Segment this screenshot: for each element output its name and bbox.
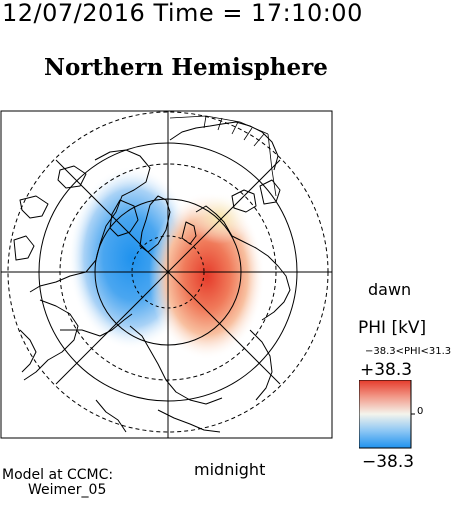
- legend-max-label: +38.3: [360, 360, 413, 380]
- local-time-grid: [1, 111, 332, 438]
- map-title: Northern Hemisphere: [44, 54, 328, 81]
- dawn-label: dawn: [368, 280, 412, 299]
- plot-frame: [0, 110, 333, 439]
- midnight-label: midnight: [194, 460, 266, 479]
- longitude-grid: [169, 115, 277, 197]
- color-scale-bar: [359, 380, 415, 449]
- legend-zero-tick: 0: [417, 406, 424, 417]
- legend-range: −38.3<PHI<31.3: [365, 346, 452, 357]
- date-time-header: 12/07/2016 Time = 17:10:00: [2, 0, 363, 27]
- model-credit: Model at CCMC: Weimer_05: [2, 468, 202, 498]
- legend-min-label: −38.3: [362, 452, 415, 472]
- credit-line-2: Weimer_05: [28, 482, 107, 498]
- polar-map: [0, 110, 333, 439]
- credit-line-1: Model at CCMC:: [2, 467, 114, 483]
- legend-title: PHI [kV]: [358, 318, 427, 338]
